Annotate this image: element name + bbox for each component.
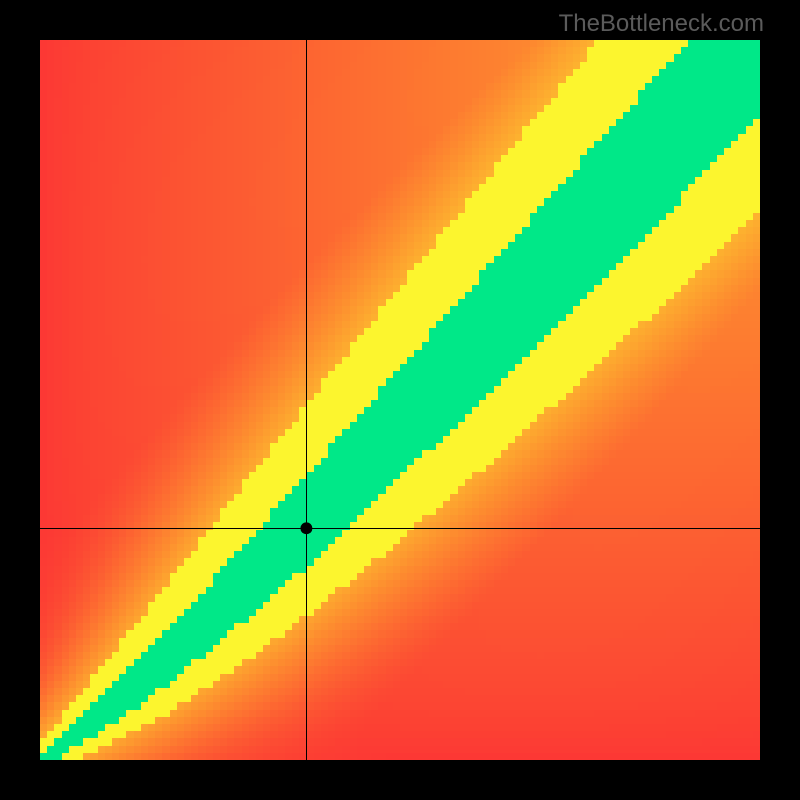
watermark-text: TheBottleneck.com <box>559 10 764 38</box>
bottleneck-heatmap <box>0 0 800 800</box>
